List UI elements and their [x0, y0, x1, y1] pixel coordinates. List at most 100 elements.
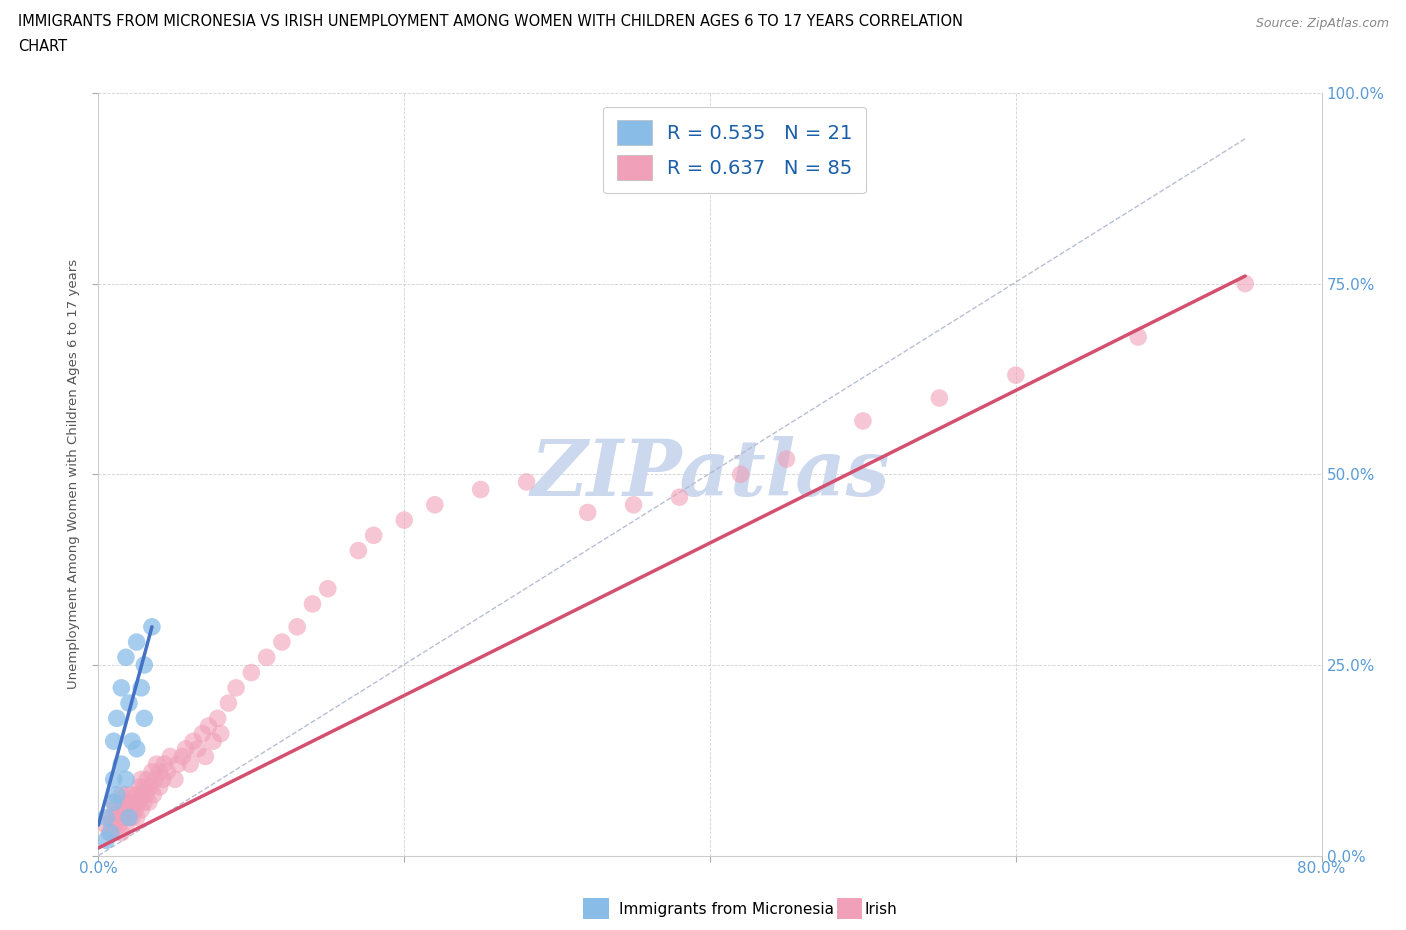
Point: [179, 757, 201, 772]
Point: [121, 787, 143, 802]
Point: [94, 810, 117, 825]
Point: [134, 658, 156, 672]
Point: [225, 681, 247, 696]
Point: [129, 803, 152, 817]
Point: [149, 764, 172, 779]
Point: [141, 619, 163, 634]
Text: CHART: CHART: [18, 39, 67, 54]
Point: [576, 505, 599, 520]
Y-axis label: Unemployment Among Women with Children Ages 6 to 17 years: Unemployment Among Women with Children A…: [66, 259, 80, 689]
Point: [181, 734, 204, 749]
Point: [121, 810, 143, 825]
Point: [135, 787, 157, 802]
Point: [470, 482, 492, 497]
Point: [134, 779, 156, 794]
Point: [115, 650, 138, 665]
Text: IMMIGRANTS FROM MICRONESIA VS IRISH UNEMPLOYMENT AMONG WOMEN WITH CHILDREN AGES : IMMIGRANTS FROM MICRONESIA VS IRISH UNEM…: [18, 14, 963, 29]
Point: [138, 795, 160, 810]
Point: [118, 810, 141, 825]
Point: [117, 803, 139, 817]
Point: [217, 696, 239, 711]
Point: [104, 803, 127, 817]
Point: [122, 795, 145, 810]
Point: [121, 734, 143, 749]
Point: [209, 726, 232, 741]
Point: [149, 779, 172, 794]
Point: [128, 779, 150, 794]
Point: [107, 817, 129, 832]
Point: [110, 787, 132, 802]
Point: [174, 741, 197, 756]
Point: [516, 474, 538, 489]
Point: [110, 825, 132, 840]
Point: [127, 795, 149, 810]
Point: [94, 833, 117, 848]
Point: [115, 772, 138, 787]
Point: [103, 795, 125, 810]
Point: [125, 810, 148, 825]
Point: [98, 825, 121, 840]
Point: [187, 741, 209, 756]
Text: Irish: Irish: [865, 902, 897, 917]
Point: [110, 803, 132, 817]
Point: [775, 452, 797, 467]
Point: [363, 528, 385, 543]
Point: [194, 749, 217, 764]
Point: [129, 772, 152, 787]
Point: [103, 734, 125, 749]
Point: [125, 741, 148, 756]
Point: [240, 665, 263, 680]
Point: [852, 414, 875, 429]
Point: [136, 772, 159, 787]
Point: [110, 681, 132, 696]
Point: [301, 596, 323, 611]
Point: [129, 681, 152, 696]
Point: [156, 764, 179, 779]
Point: [115, 817, 138, 832]
Point: [207, 711, 229, 725]
Point: [112, 795, 135, 810]
Point: [668, 490, 690, 505]
Point: [347, 543, 370, 558]
Point: [270, 634, 292, 649]
Point: [103, 795, 125, 810]
Point: [159, 749, 181, 764]
Point: [423, 498, 446, 512]
Point: [145, 757, 167, 772]
Point: [1004, 367, 1026, 382]
Point: [172, 749, 194, 764]
Point: [132, 787, 155, 802]
Text: Source: ZipAtlas.com: Source: ZipAtlas.com: [1256, 17, 1389, 30]
Point: [103, 772, 125, 787]
Point: [134, 795, 156, 810]
Point: [167, 757, 190, 772]
Point: [730, 467, 752, 482]
Point: [94, 817, 117, 832]
Point: [120, 803, 142, 817]
Legend: R = 0.535   N = 21, R = 0.637   N = 85: R = 0.535 N = 21, R = 0.637 N = 85: [603, 107, 866, 193]
Point: [1234, 276, 1257, 291]
Point: [285, 619, 308, 634]
Point: [100, 810, 122, 825]
Point: [101, 817, 124, 832]
Point: [105, 810, 128, 825]
Point: [125, 634, 148, 649]
Point: [111, 810, 134, 825]
Point: [134, 711, 156, 725]
Point: [103, 825, 125, 840]
Point: [152, 772, 174, 787]
Point: [392, 512, 416, 527]
Point: [191, 726, 214, 741]
Point: [202, 734, 225, 749]
Point: [105, 787, 128, 802]
Point: [163, 772, 186, 787]
Point: [103, 810, 125, 825]
Point: [115, 787, 138, 802]
Point: [256, 650, 278, 665]
Point: [105, 711, 128, 725]
Point: [118, 810, 141, 825]
Text: ZIPatlas: ZIPatlas: [530, 436, 890, 512]
Point: [141, 764, 163, 779]
Point: [139, 779, 162, 794]
Point: [197, 719, 219, 734]
